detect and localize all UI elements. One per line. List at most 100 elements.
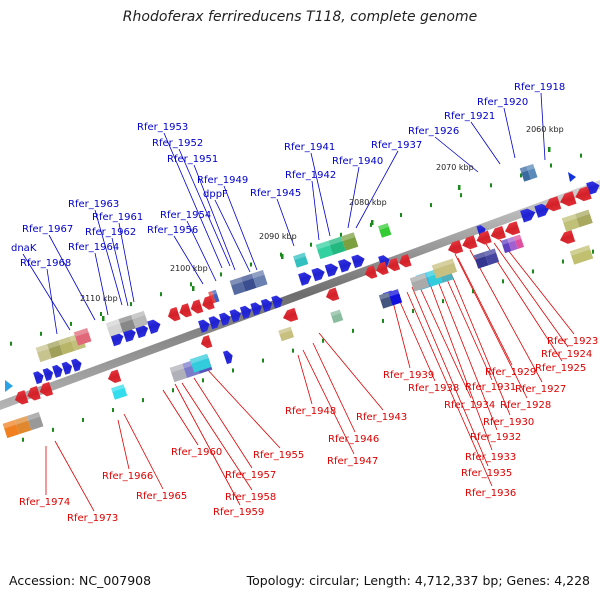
gene-block	[378, 289, 403, 309]
top-leader-line	[94, 252, 109, 316]
top-gene-label: Rfer_1953	[137, 122, 188, 133]
scale-tick-label: 2070 kbp	[436, 163, 474, 172]
gene-block	[2, 412, 44, 439]
gene-block	[229, 269, 268, 296]
minor-tick	[22, 437, 24, 442]
top-gene-label: Rfer_1949	[197, 175, 248, 186]
gene-arrow	[52, 364, 63, 378]
top-leader-line	[276, 198, 295, 247]
top-gene-label: Rfer_1954	[160, 210, 211, 221]
top-gene-label: Rfer_1921	[444, 111, 495, 122]
bottom-leader-line	[205, 367, 281, 449]
gene-arrow	[448, 240, 464, 254]
minor-tick	[430, 203, 432, 208]
gene-arrow	[271, 295, 283, 309]
gene-arrow	[462, 235, 478, 250]
gene-arrow	[190, 299, 204, 314]
bottom-gene-label: Rfer_1923	[547, 336, 598, 347]
bottom-gene-label: Rfer_1960	[171, 447, 222, 458]
minor-tick	[112, 408, 114, 413]
gene-arrow	[575, 186, 592, 202]
minor-tick	[52, 427, 54, 432]
top-gene-label: Rfer_1968	[20, 258, 71, 269]
genome-axis-bar	[0, 180, 600, 410]
gene-block	[409, 273, 430, 292]
gene-arrow	[387, 257, 401, 272]
gene-arrow	[168, 306, 181, 322]
top-leader-line	[48, 234, 96, 321]
top-gene-label: Rfer_1952	[152, 138, 203, 149]
gene-arrow	[365, 265, 378, 279]
minor-tick	[562, 259, 564, 264]
gene-block	[278, 326, 295, 342]
bottom-leader-line	[162, 389, 199, 446]
top-gene-label: Rfer_1941	[284, 142, 335, 153]
gene-block	[569, 245, 594, 265]
minor-tick	[172, 388, 174, 393]
top-gene-label: Rfer_1926	[408, 126, 459, 137]
minor-tick	[592, 249, 594, 254]
bottom-gene-label: Rfer_1957	[225, 470, 276, 481]
gene-arrow	[545, 196, 562, 212]
accession-text: Accession: NC_007908	[9, 573, 152, 588]
bottom-leader-line	[396, 294, 436, 382]
top-leader-line	[503, 107, 516, 159]
bottom-gene-label: Rfer_1927	[515, 384, 566, 395]
gene-arrow	[504, 221, 521, 236]
gene-arrow	[560, 191, 577, 207]
top-gene-label: dppF	[203, 189, 228, 200]
top-leader-line	[178, 148, 231, 267]
bottom-leader-line	[193, 377, 253, 469]
minor-tick	[442, 299, 444, 304]
top-leader-line	[223, 185, 258, 271]
gene-arrow	[33, 371, 44, 385]
minor-tick	[82, 417, 84, 422]
genome-axis	[0, 172, 600, 410]
top-gene-label: Rfer_1963	[68, 199, 119, 210]
scale-tick-mark	[102, 316, 105, 321]
gene-arrow	[39, 381, 54, 397]
gene-block	[500, 234, 525, 254]
top-gene-label: Rfer_1964	[68, 242, 119, 253]
minor-tick	[352, 328, 354, 333]
gene-arrow	[239, 305, 252, 319]
minor-tick	[322, 338, 324, 343]
gene-arrow	[250, 302, 262, 316]
gene-arrow	[208, 316, 220, 330]
bottom-leader-line	[416, 280, 472, 399]
bottom-gene-label: Rfer_1931	[465, 382, 516, 393]
top-gene-label: Rfer_1937	[371, 140, 422, 151]
gene-arrow	[27, 386, 41, 401]
axis-end-arrow	[568, 172, 576, 182]
gene-arrow	[520, 208, 536, 223]
gene-arrow	[311, 267, 325, 282]
map-title: Rhodoferax ferrireducens T118, complete …	[122, 9, 478, 25]
scale-tick-mark	[281, 254, 284, 259]
gene-arrow	[42, 368, 54, 382]
scale-tick-label: 2110 kbp	[80, 294, 118, 303]
bottom-gene-label: Rfer_1946	[328, 434, 379, 445]
minor-tick	[262, 358, 264, 363]
scale-tick-label: 2100 kbp	[170, 264, 208, 273]
gene-labels: Rfer_1918 Rfer_1920 Rfer_1921 Rfer_1926 Rfer…	[11, 82, 598, 524]
gene-arrow	[586, 181, 600, 195]
gene-block	[293, 252, 309, 268]
bottom-gene-label: Rfer_1965	[136, 491, 187, 502]
top-leader-line	[46, 268, 58, 335]
bottom-gene-label: Rfer_1958	[225, 492, 276, 503]
minor-tick	[130, 302, 132, 307]
minor-tick	[520, 173, 522, 178]
gene-arrow	[147, 319, 161, 334]
bottom-leader-line	[318, 332, 384, 411]
gene-arrow	[229, 309, 241, 323]
bottom-leader-line	[469, 249, 543, 383]
top-gene-label: Rfer_1920	[477, 97, 528, 108]
bottom-gene-label: Rfer_1932	[470, 432, 521, 443]
top-gene-label: Rfer_1945	[250, 188, 301, 199]
bottom-gene-label: Rfer_1924	[541, 349, 592, 360]
minor-tick	[202, 378, 204, 383]
bottom-gene-label: Rfer_1934	[444, 400, 495, 411]
scale-tick-mark	[192, 286, 195, 291]
top-gene-label: dnaK	[11, 243, 37, 254]
minor-tick	[160, 292, 162, 297]
